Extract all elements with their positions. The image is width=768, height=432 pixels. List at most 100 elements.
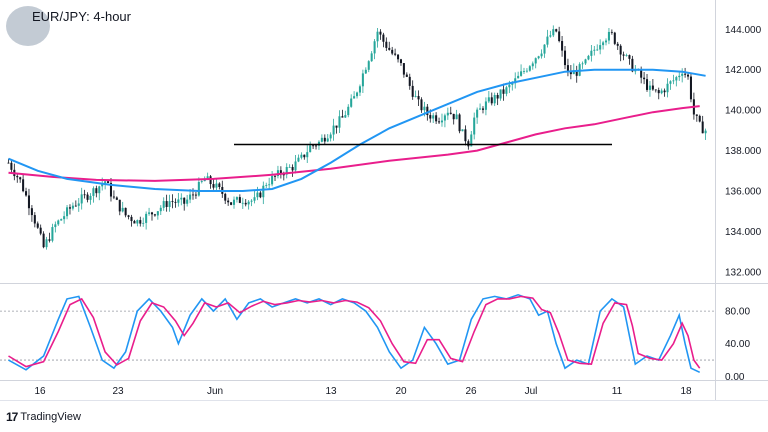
candle-body	[347, 106, 350, 116]
candle-body	[238, 197, 241, 203]
candle-body	[511, 83, 514, 85]
time-tick-label: 23	[112, 386, 124, 397]
candle-body	[678, 75, 681, 78]
candle-body	[282, 174, 285, 176]
candle-body	[610, 31, 613, 33]
candle-body	[95, 188, 98, 194]
candle-body	[350, 98, 353, 107]
candle-body	[391, 49, 394, 54]
candle-body	[672, 80, 675, 82]
candle-body	[338, 116, 341, 128]
candle-body	[200, 181, 203, 183]
candle-body	[479, 108, 482, 110]
candle-body	[423, 106, 426, 111]
candle-body	[22, 179, 25, 192]
candle-body	[654, 89, 657, 91]
candle-body	[42, 233, 45, 248]
candle-body	[581, 63, 584, 65]
candle-body	[162, 201, 165, 208]
candle-body	[575, 70, 578, 76]
candle-body	[452, 113, 455, 120]
candle-body	[224, 193, 227, 201]
candle-body	[259, 192, 262, 198]
candle-body	[569, 71, 572, 75]
candle-body	[414, 95, 417, 97]
candle-body	[256, 192, 259, 198]
candle-body	[130, 216, 133, 222]
candle-body	[435, 115, 438, 122]
candle-body	[60, 219, 63, 221]
candle-body	[7, 162, 10, 164]
candle-body	[279, 170, 282, 175]
candle-body	[490, 97, 493, 104]
candle-body	[470, 134, 473, 147]
candle-body	[320, 137, 323, 142]
candle-body	[156, 211, 159, 216]
candle-body	[265, 185, 268, 186]
candle-body	[250, 200, 253, 202]
candle-body	[379, 31, 382, 35]
oscillator-tick-label: 80.00	[725, 307, 750, 318]
candle-body	[514, 78, 517, 84]
candle-body	[438, 121, 441, 123]
candle-body	[687, 74, 690, 77]
candle-body	[631, 58, 634, 72]
candle-body	[107, 181, 110, 183]
price-tick-label: 140.000	[725, 106, 762, 117]
candle-body	[25, 191, 28, 196]
stochastic-line	[8, 295, 701, 369]
candle-body	[417, 95, 420, 100]
candle-body	[543, 44, 546, 54]
candle-body	[33, 215, 36, 224]
candle-body	[191, 194, 195, 196]
candle-body	[429, 115, 432, 119]
candle-body	[19, 177, 22, 180]
candle-body	[329, 134, 332, 139]
candle-body	[385, 41, 388, 48]
candle-body	[675, 77, 678, 81]
candle-body	[596, 49, 599, 51]
candle-body	[244, 202, 247, 205]
time-tick-label: 20	[395, 386, 407, 397]
tradingview-logo-icon: 17	[6, 410, 18, 424]
candle-body	[335, 125, 338, 128]
candle-body	[80, 194, 83, 204]
candle-body	[364, 69, 367, 74]
candle-body	[402, 63, 405, 75]
candle-body	[74, 205, 77, 207]
candle-body	[209, 176, 212, 185]
candle-body	[502, 89, 505, 94]
candle-body	[616, 43, 619, 46]
candle-body	[599, 45, 602, 50]
candle-body	[294, 161, 297, 171]
candle-body	[139, 220, 142, 224]
time-tick-label: Jul	[525, 386, 538, 397]
candle-body	[183, 197, 186, 204]
time-tick-label: 18	[680, 386, 692, 397]
candle-body	[584, 59, 587, 64]
candle-body	[48, 239, 51, 241]
candle-body	[443, 115, 446, 121]
candle-body	[262, 185, 265, 198]
candle-body	[133, 221, 136, 224]
candle-body	[54, 224, 57, 228]
candle-body	[382, 34, 385, 42]
candle-body	[271, 175, 274, 185]
candle-body	[104, 181, 107, 184]
candle-body	[51, 227, 54, 241]
candle-body	[645, 79, 649, 90]
candle-body	[194, 194, 197, 196]
candle-body	[174, 201, 177, 203]
candle-body	[16, 176, 19, 178]
candle-body	[36, 223, 39, 228]
candle-body	[593, 49, 596, 51]
candle-body	[531, 63, 534, 67]
candle-body	[145, 213, 148, 223]
candle-body	[420, 99, 423, 111]
candle-body	[394, 53, 397, 55]
candle-body	[481, 108, 485, 110]
candle-body	[232, 199, 236, 205]
candle-body	[525, 70, 528, 72]
candle-body	[218, 183, 221, 188]
candle-body	[449, 112, 452, 114]
